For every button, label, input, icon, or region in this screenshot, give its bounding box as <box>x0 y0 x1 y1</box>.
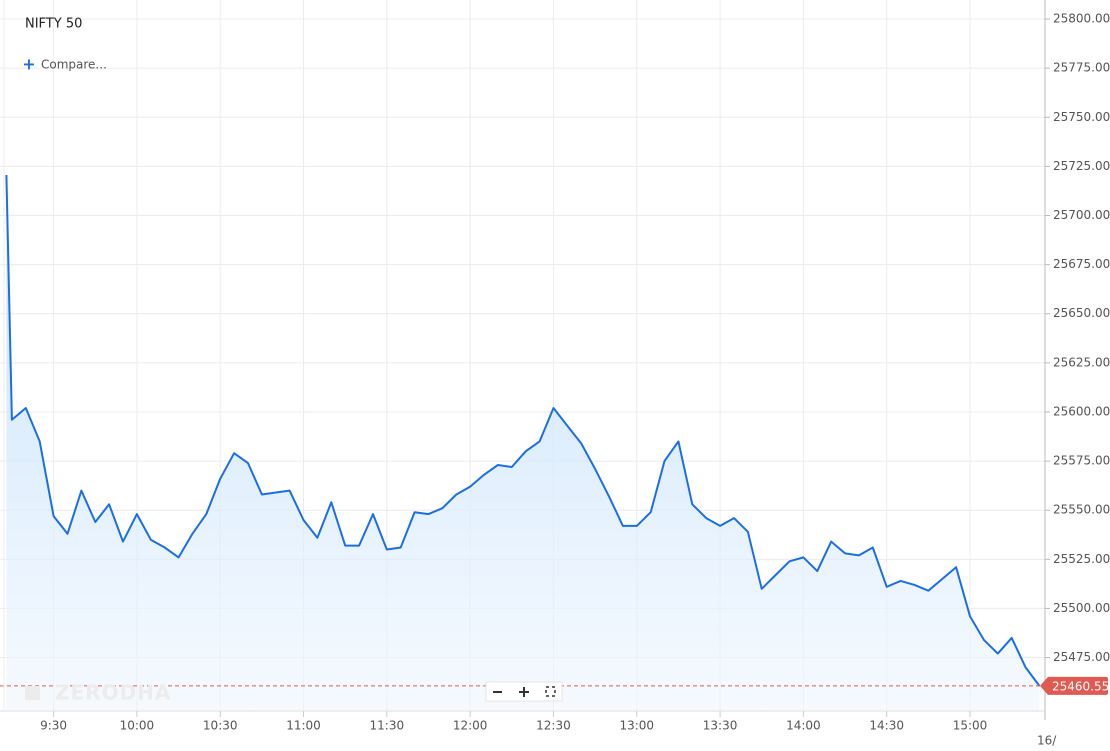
x-tick-label: 14:00 <box>786 719 821 733</box>
overlay: ZERODHA NIFTY 50 + Compare... <box>22 17 563 705</box>
last-price-badge <box>1040 676 1108 695</box>
x-tick-label: 10:00 <box>120 719 155 733</box>
x-tick-label: 13:30 <box>703 719 738 733</box>
y-tick-label: 25500.00 <box>1053 601 1110 615</box>
zoom-controls <box>485 681 563 702</box>
y-tick-label: 25675.00 <box>1053 257 1110 271</box>
x-tick-label: 11:00 <box>286 719 321 733</box>
compare-button[interactable]: Compare... <box>41 58 107 72</box>
y-tick-label: 25800.00 <box>1053 12 1110 26</box>
zoom-reset[interactable] <box>545 686 556 697</box>
x-tick-label: 10:30 <box>203 719 238 733</box>
area <box>6 175 1040 710</box>
plot <box>0 174 1045 710</box>
y-tick-label: 25525.00 <box>1053 552 1110 566</box>
price-line <box>5 174 1041 687</box>
y-tick-label: 25750.00 <box>1053 110 1110 124</box>
x-tick-label: 9:30 <box>40 719 67 733</box>
y-tick-label: 25650.00 <box>1053 306 1110 320</box>
x-tick-label: 12:00 <box>453 719 488 733</box>
x-tick-label: 11:30 <box>370 719 405 733</box>
y-tick-label: 25775.00 <box>1053 61 1110 75</box>
y-tick-label: 25475.00 <box>1053 650 1110 664</box>
y-tick-label: 25625.00 <box>1053 355 1110 369</box>
x-tick-label: 13:00 <box>619 719 654 733</box>
y-tick-label: 25550.00 <box>1053 503 1110 517</box>
y-tick-label: 25600.00 <box>1053 404 1110 418</box>
chart-title: NIFTY 50 <box>25 17 82 32</box>
last-price-label: 25460.55 <box>1052 679 1109 693</box>
y-tick-label: 25575.00 <box>1053 454 1110 468</box>
x-tick-label: 12:30 <box>536 719 571 733</box>
date-label: 16/ <box>1037 734 1057 748</box>
watermark-icon <box>25 686 40 700</box>
compare-icon[interactable]: + <box>22 55 35 74</box>
y-tick-label: 25700.00 <box>1053 208 1110 222</box>
watermark: ZERODHA <box>55 681 171 705</box>
x-tick-label: 15:00 <box>953 719 988 733</box>
x-tick-label: 14:30 <box>869 719 904 733</box>
y-tick-label: 25725.00 <box>1053 159 1110 173</box>
